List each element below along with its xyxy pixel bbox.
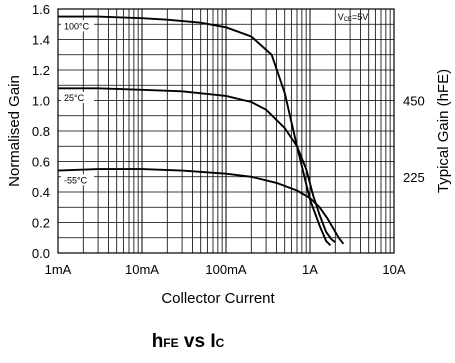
- y-tick-label: 0.2: [32, 216, 50, 231]
- y-tick-label: 0.4: [32, 185, 50, 200]
- x-axis-title: Collector Current: [161, 290, 275, 307]
- y2-tick-labels: 450 225: [403, 94, 425, 185]
- series-label: -55°C: [64, 175, 88, 185]
- y-tick-labels: 0.0 0.2 0.4 0.6 0.8 1.0 1.2 1.4 1.6: [32, 2, 50, 261]
- x-tick-labels: 1mA 10mA 100mA 1A 10A: [45, 262, 406, 277]
- x-tick-label: 1A: [302, 262, 318, 277]
- x-tick-label: 10mA: [125, 262, 159, 277]
- y-tick-label: 0.8: [32, 124, 50, 139]
- x-tick-label: 1mA: [45, 262, 72, 277]
- condition-label: VCE=5V: [338, 12, 369, 23]
- y2-tick-label: 225: [403, 170, 425, 185]
- series-labels: 100°C 25°C -55°C: [61, 20, 94, 186]
- y2-axis-title: Typical Gain (hFE): [435, 69, 452, 193]
- grid: [58, 9, 394, 253]
- figure-title: hFE vs IC: [152, 331, 225, 352]
- plot-frame: [57, 8, 395, 254]
- series-line: [58, 87, 336, 244]
- y-tick-label: 0.0: [32, 246, 50, 261]
- y-tick-label: 1.0: [32, 94, 50, 109]
- curves: [57, 15, 345, 247]
- series-label: 25°C: [64, 93, 85, 103]
- series-line: [58, 15, 332, 247]
- y-axis-title: Normalised Gain: [6, 75, 23, 187]
- y-tick-label: 1.2: [32, 63, 50, 78]
- series-label-bg: [61, 20, 94, 32]
- y-tick-label: 1.6: [32, 2, 50, 17]
- series-line: [57, 168, 345, 245]
- y2-tick-label: 450: [403, 94, 425, 109]
- x-tick-label: 10A: [382, 262, 405, 277]
- x-tick-label: 100mA: [205, 262, 247, 277]
- y-tick-label: 1.4: [32, 33, 50, 48]
- series-label-bg: [61, 91, 94, 103]
- series-label: 100°C: [64, 21, 90, 31]
- y-tick-label: 0.6: [32, 155, 50, 170]
- series-label-bg: [61, 174, 94, 186]
